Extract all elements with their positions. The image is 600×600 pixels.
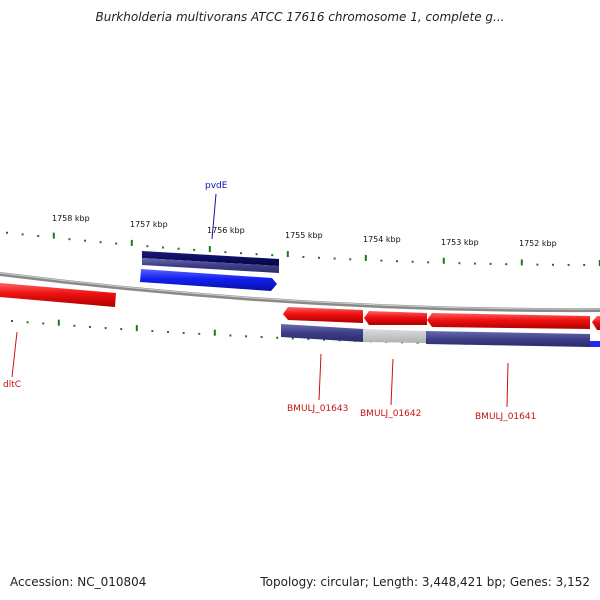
pvde-feature-bar-dark[interactable] <box>142 251 279 266</box>
kbp-label: 1753 kbp <box>441 238 479 247</box>
dltc-leader-line <box>11 331 18 378</box>
kbp-label: 1754 kbp <box>363 235 401 244</box>
bmulj-01643-feature-bar[interactable] <box>281 324 363 342</box>
chromosome-backbone <box>0 272 600 313</box>
gene-label-dltc[interactable]: dltC <box>3 380 21 390</box>
pvde-feature-bar-light[interactable] <box>142 258 279 273</box>
partial-feature-bar[interactable] <box>590 341 600 347</box>
kbp-label: 1755 kbp <box>285 231 323 240</box>
map-title: Burkholderia multivorans ATCC 17616 chro… <box>95 10 505 24</box>
bmulj-01642-gene-arrow[interactable] <box>364 311 427 325</box>
gene-label-bmulj-01643[interactable]: BMULJ_01643 <box>287 404 348 414</box>
accession-text: Accession: NC_010804 <box>10 575 147 589</box>
pvde-gene-arrow[interactable] <box>140 269 277 291</box>
genome-summary-text: Topology: circular; Length: 3,448,421 bp… <box>260 575 590 589</box>
pvde-leader-line <box>211 193 217 240</box>
gene-label-bmulj-01641[interactable]: BMULJ_01641 <box>475 412 536 422</box>
bmulj-01641-feature-bar[interactable] <box>426 331 590 347</box>
bmulj-01641-gene-arrow[interactable] <box>427 313 590 329</box>
kbp-label: 1752 kbp <box>519 239 557 248</box>
kbp-label: 1758 kbp <box>52 214 90 223</box>
kbp-label: 1756 kbp <box>207 226 245 235</box>
bmulj-01642-feature-bar[interactable] <box>363 329 426 343</box>
bmulj-01642-leader-line <box>390 358 394 406</box>
dltc-gene-arrow[interactable] <box>0 283 116 307</box>
gene-label-bmulj-01642[interactable]: BMULJ_01642 <box>360 409 421 419</box>
partial-gene-arrow[interactable] <box>592 316 600 330</box>
kbp-label: 1757 kbp <box>130 220 168 229</box>
bmulj-01641-leader-line <box>506 362 509 408</box>
bmulj-01643-leader-line <box>318 353 322 401</box>
gene-label-pvde[interactable]: pvdE <box>205 181 228 191</box>
bmulj-01643-gene-arrow[interactable] <box>283 307 363 323</box>
